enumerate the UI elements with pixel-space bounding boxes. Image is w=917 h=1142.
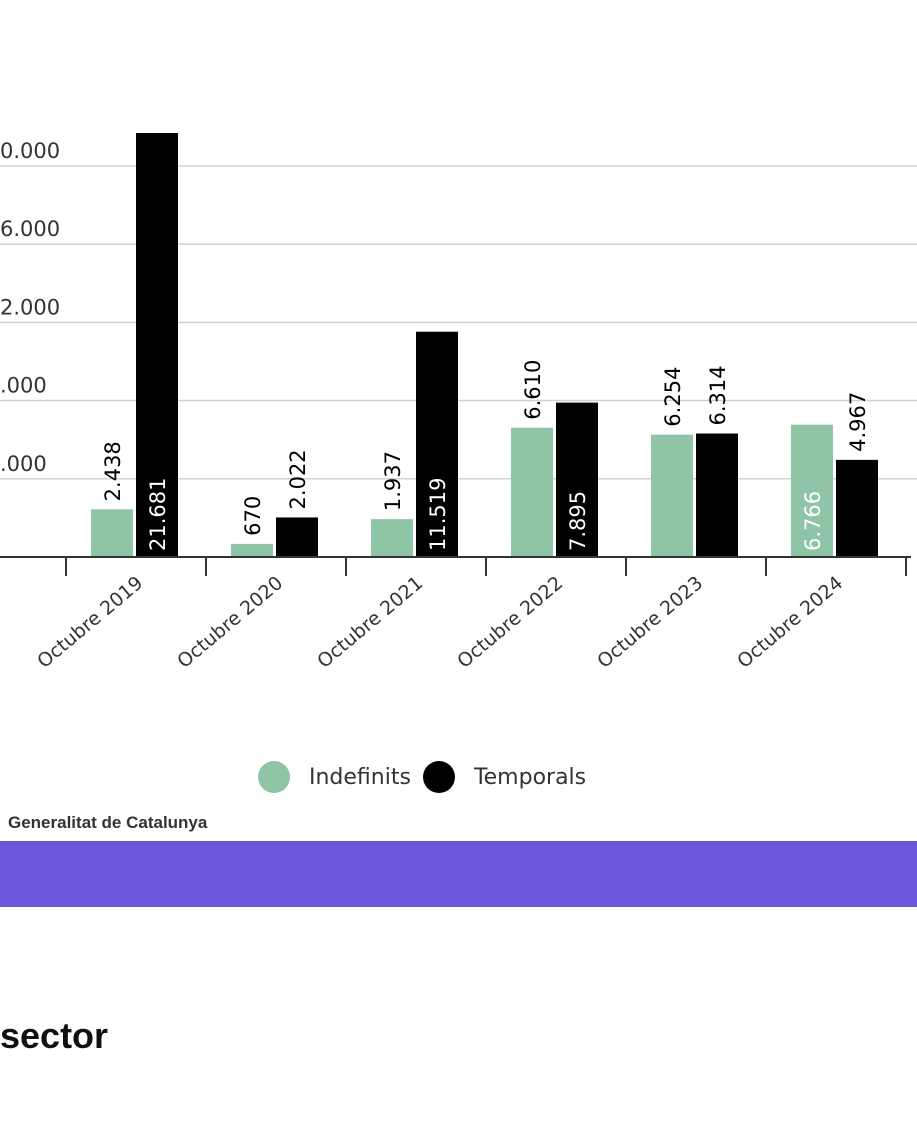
legend-item-temporals: Temporals — [422, 761, 587, 793]
x-tick-label: Octubre 2023 — [593, 572, 707, 673]
x-tick-label: Octubre 2024 — [733, 572, 847, 673]
y-tick-label: 2.000 — [0, 295, 60, 319]
legend-item-indefinits: Indefinits — [258, 761, 411, 793]
value-label: 2.022 — [286, 449, 310, 509]
source-credit: Generalitat de Catalunya — [8, 813, 208, 832]
x-tick-label: Octubre 2020 — [173, 572, 287, 673]
value-label: 7.895 — [566, 491, 590, 551]
bar-indefinits-3 — [371, 519, 413, 557]
y-tick-label: .000 — [0, 452, 47, 476]
bar-indefinits-4 — [511, 427, 553, 557]
legend-swatch-indefinits — [258, 761, 290, 793]
bar-temporals-4 — [556, 402, 598, 557]
x-axis — [0, 556, 911, 576]
value-label: 2.438 — [101, 441, 125, 501]
bar-temporals-2 — [276, 517, 318, 557]
x-tick-label: Octubre 2019 — [33, 572, 147, 673]
value-label: 21.681 — [146, 478, 170, 551]
x-tick-label: Octubre 2022 — [453, 572, 567, 673]
value-label: 11.519 — [426, 478, 450, 551]
bar-temporals-5 — [696, 433, 738, 557]
purple-banner — [0, 841, 917, 907]
x-tick-label: Octubre 2021 — [313, 572, 427, 673]
bar-indefinits-2 — [231, 543, 273, 557]
value-label: 4.967 — [846, 392, 870, 452]
bar-temporals-6 — [836, 459, 878, 557]
bar-indefinits-6 — [791, 424, 833, 557]
bar-indefinits-1 — [91, 509, 133, 557]
legend-swatch-temporals — [422, 761, 455, 793]
legend-label-temporals: Temporals — [473, 764, 587, 790]
value-label: 6.610 — [521, 360, 545, 420]
bar-indefinits-5 — [651, 434, 693, 557]
y-axis-tick-labels: .000 .000 2.000 6.000 0.000 — [0, 139, 60, 476]
legend-label-indefinits: Indefinits — [309, 764, 411, 790]
y-tick-label: .000 — [0, 374, 47, 398]
value-label: 1.937 — [381, 451, 405, 511]
y-tick-label: 6.000 — [0, 217, 60, 241]
value-label: 6.254 — [661, 367, 685, 427]
value-label: 670 — [241, 496, 265, 536]
bar-temporals-1 — [136, 133, 178, 557]
y-tick-label: 0.000 — [0, 139, 60, 163]
legend: Indefinits Temporals — [258, 758, 586, 796]
section-heading: sector — [0, 1015, 109, 1056]
value-label: 6.766 — [801, 491, 825, 551]
category-labels: Octubre 2019 Octubre 2020 Octubre 2021 Octu… — [33, 572, 847, 673]
bar-temporals-3 — [416, 331, 458, 557]
value-labels: 2.438 21.681 670 2.022 1.937 11.519 6.610 7.895… — [101, 360, 870, 551]
bars — [91, 133, 878, 557]
value-label: 6.314 — [706, 365, 730, 425]
